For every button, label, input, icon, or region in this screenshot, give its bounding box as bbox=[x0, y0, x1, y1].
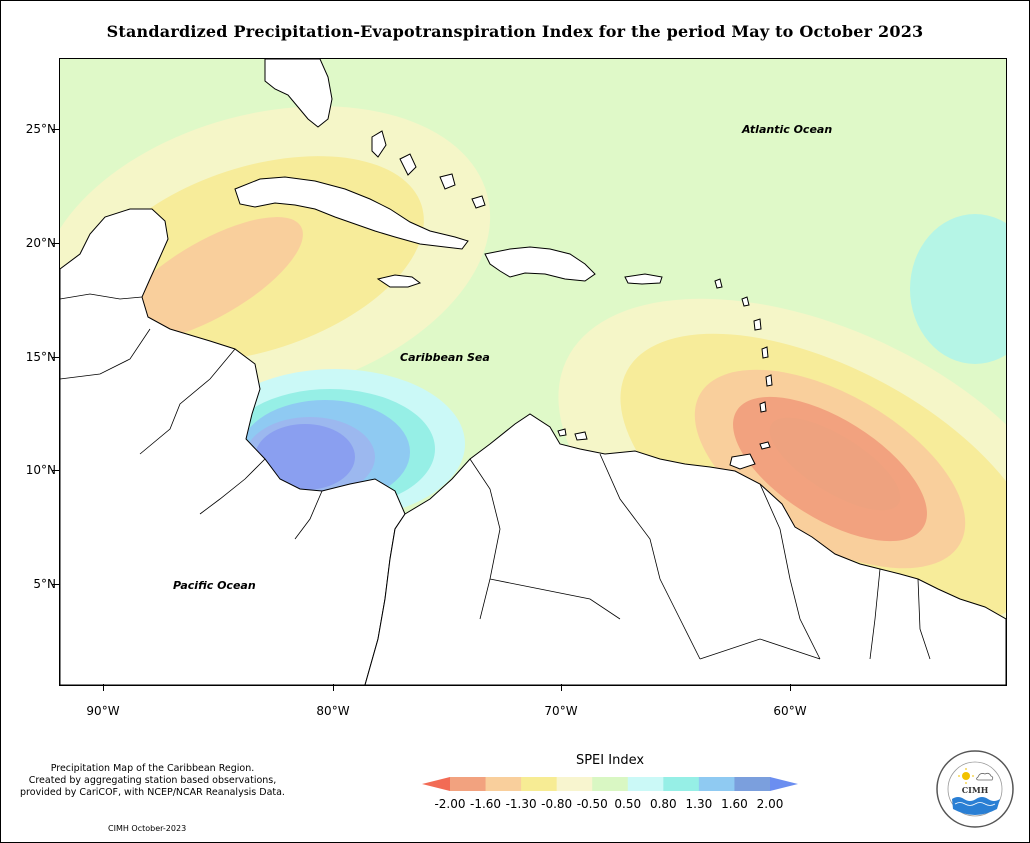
colorbar-tick-label: -1.60 bbox=[470, 797, 502, 811]
colorbar-swatch bbox=[627, 777, 664, 791]
colorbar-swatch bbox=[485, 777, 522, 791]
lat-label-15n: 15°N bbox=[25, 350, 56, 364]
wet-zone-east-atlantic bbox=[910, 214, 1006, 364]
colorbar-swatch bbox=[556, 777, 593, 791]
spei-colorbar bbox=[422, 775, 798, 797]
colorbar-tick-label: 2.00 bbox=[756, 797, 784, 811]
bahamas-1 bbox=[371, 130, 387, 158]
aruba bbox=[557, 428, 567, 437]
cuba bbox=[234, 176, 469, 250]
colorbar-title: SPEI Index bbox=[575, 753, 645, 768]
colorbar-tick-label: 1.30 bbox=[685, 797, 713, 811]
atlantic-ocean-label: Atlantic Ocean bbox=[742, 123, 833, 136]
south-america bbox=[364, 413, 1006, 685]
puerto-rico bbox=[624, 273, 663, 285]
credits-line: Precipitation Map of the Caribbean Regio… bbox=[50, 763, 255, 774]
lon-tick bbox=[790, 684, 791, 691]
lesser-antilles-1 bbox=[714, 278, 723, 289]
colorbar-tick-label: -1.30 bbox=[505, 797, 537, 811]
lesser-antilles-5 bbox=[765, 374, 773, 387]
landmass bbox=[60, 59, 1006, 685]
colorbar-arrow-low bbox=[422, 777, 450, 791]
map-title: Standardized Precipitation-Evapotranspir… bbox=[106, 22, 924, 41]
sun-icon bbox=[962, 772, 970, 780]
jamaica bbox=[376, 274, 422, 288]
lat-tick bbox=[52, 584, 59, 585]
tobago bbox=[759, 441, 771, 450]
credits-line: Created by aggregating station based obs… bbox=[28, 775, 277, 786]
lesser-antilles-2 bbox=[741, 296, 750, 307]
lat-label-25n: 25°N bbox=[25, 122, 56, 136]
curacao bbox=[574, 431, 588, 441]
country-borders bbox=[60, 293, 931, 660]
lesser-antilles-4 bbox=[761, 346, 769, 359]
bahamas-4 bbox=[471, 195, 486, 209]
lat-tick bbox=[52, 470, 59, 471]
colorbar-tick-label: -0.50 bbox=[576, 797, 608, 811]
caribbean-sea-label: Caribbean Sea bbox=[400, 351, 490, 364]
colorbar-arrow-high bbox=[770, 777, 798, 791]
lon-label-60w: 60°W bbox=[773, 704, 807, 718]
lat-tick bbox=[52, 243, 59, 244]
cloud-icon bbox=[976, 772, 994, 781]
colorbar-swatch bbox=[521, 777, 558, 791]
florida bbox=[264, 59, 333, 128]
colorbar-swatch bbox=[663, 777, 700, 791]
colorbar-swatch bbox=[592, 777, 629, 791]
lon-tick bbox=[103, 684, 104, 691]
lon-label-90w: 90°W bbox=[86, 704, 120, 718]
colorbar-swatch bbox=[450, 777, 487, 791]
colorbar-tick-label: 0.50 bbox=[614, 797, 642, 811]
bahamas-3 bbox=[439, 173, 456, 190]
colorbar-tick-label: -0.80 bbox=[541, 797, 573, 811]
lat-label-10n: 10°N bbox=[25, 463, 56, 477]
water-icon bbox=[952, 797, 1000, 815]
colorbar-swatch bbox=[734, 777, 771, 791]
lesser-antilles-3 bbox=[753, 318, 762, 331]
lat-tick bbox=[52, 357, 59, 358]
colorbar-tick-label: 0.80 bbox=[649, 797, 677, 811]
lat-label-20n: 20°N bbox=[25, 236, 56, 250]
logo-text: CIMH bbox=[962, 785, 989, 795]
colorbar-swatch bbox=[698, 777, 735, 791]
colorbar-tick-label: -2.00 bbox=[434, 797, 466, 811]
bahamas-2 bbox=[399, 153, 417, 176]
lesser-antilles-6 bbox=[759, 401, 767, 413]
lon-tick bbox=[561, 684, 562, 691]
trinidad bbox=[729, 453, 756, 470]
cimh-logo-graphic: CIMH bbox=[936, 750, 1014, 828]
colorbar-swatches bbox=[422, 777, 798, 791]
lon-tick bbox=[333, 684, 334, 691]
map-canvas bbox=[60, 59, 1006, 685]
lon-label-80w: 80°W bbox=[316, 704, 350, 718]
map-credits: Precipitation Map of the Caribbean Regio… bbox=[10, 763, 295, 799]
lat-tick bbox=[52, 129, 59, 130]
colorbar-tick-label: 1.60 bbox=[721, 797, 748, 811]
spei-map bbox=[59, 58, 1007, 686]
cimh-logo: CIMH bbox=[935, 749, 1015, 829]
hispaniola bbox=[484, 246, 596, 282]
date-stamp: CIMH October-2023 bbox=[108, 824, 187, 833]
pacific-ocean-label: Pacific Ocean bbox=[173, 579, 256, 592]
lat-label-5n: 5°N bbox=[33, 577, 56, 591]
lon-label-70w: 70°W bbox=[544, 704, 578, 718]
credits-line: provided by CariCOF, with NCEP/NCAR Rean… bbox=[20, 787, 285, 798]
